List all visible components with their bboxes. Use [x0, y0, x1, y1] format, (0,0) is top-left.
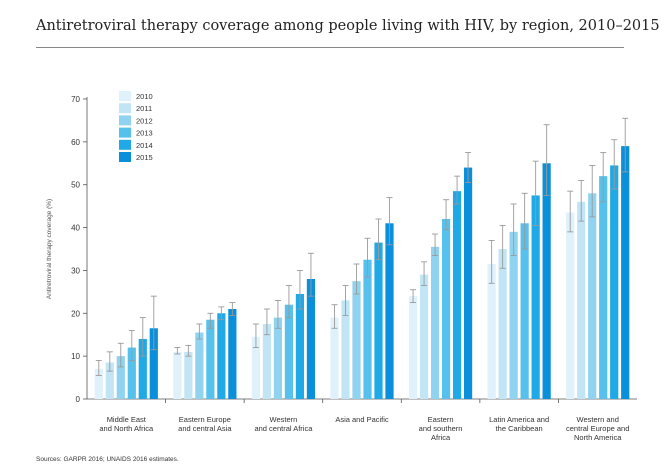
bar	[306, 279, 316, 399]
legend-entry: 2015	[136, 153, 153, 162]
bar	[127, 347, 136, 399]
bar	[385, 223, 394, 399]
bar	[138, 339, 147, 399]
legend-entry: 2012	[136, 116, 153, 125]
y-tick-label: 70	[71, 95, 80, 104]
legend-entry: 2014	[136, 141, 153, 150]
bar	[621, 146, 630, 399]
bar	[520, 223, 529, 399]
x-tick-label: Eastern Europe and central Asia	[178, 415, 232, 433]
bar	[498, 249, 507, 399]
x-tick-label: Latin America and the Caribbean	[489, 415, 549, 433]
bar	[173, 351, 182, 399]
bars	[94, 146, 630, 399]
bar	[363, 259, 372, 399]
bar	[566, 212, 575, 399]
y-tick-label: 60	[71, 138, 80, 147]
bar	[116, 356, 125, 399]
x-tick-label: Asia and Pacific	[335, 415, 389, 424]
y-tick-label: 40	[71, 224, 80, 233]
bar	[352, 281, 361, 399]
bar	[588, 193, 597, 399]
bar	[430, 246, 440, 399]
bar	[463, 167, 473, 399]
bar	[542, 163, 551, 399]
x-tick-label: Middle East and North Africa	[99, 415, 154, 433]
y-tick-label: 30	[71, 266, 80, 275]
bar	[341, 300, 350, 399]
legend-entry: 2010	[136, 92, 153, 101]
x-tick-label: Western and central Africa	[254, 415, 313, 433]
bar	[452, 191, 462, 399]
x-tick-label: Western and central Europe and North Ameri…	[566, 415, 629, 442]
bar	[273, 317, 283, 399]
bar	[206, 319, 215, 399]
legend-entry: 2013	[136, 129, 153, 138]
legend-swatch	[119, 115, 131, 126]
legend-swatch	[119, 127, 131, 138]
bar	[408, 296, 418, 399]
legend: 2010 2011 2012 2013 2014 2015	[119, 91, 153, 162]
y-tick-label: 20	[71, 309, 80, 318]
bar	[184, 351, 193, 399]
bar	[295, 294, 305, 399]
bar	[509, 231, 518, 399]
error-bars	[95, 117, 629, 376]
bar-chart: 0 10 20 30 40 50 60 70 Antiretroviral therapy co…	[46, 91, 637, 442]
x-tick-labels: Middle East and North Africa Eastern Europ…	[99, 415, 629, 442]
bar	[441, 219, 451, 399]
bar	[419, 274, 429, 399]
bar	[531, 195, 540, 399]
title-rule	[36, 47, 624, 48]
legend-swatch	[119, 91, 131, 101]
bar	[330, 317, 339, 399]
bar	[149, 328, 158, 399]
bar	[105, 362, 114, 399]
legend-entry: 2011	[136, 104, 152, 113]
bar	[262, 324, 272, 399]
y-axis-label: Antiretroviral therapy coverage (%)	[46, 199, 53, 299]
bar	[195, 332, 204, 399]
chart-title: Antiretroviral therapy coverage among pe…	[36, 18, 660, 34]
bar	[374, 242, 383, 399]
bar	[94, 369, 103, 399]
legend-swatch	[119, 139, 131, 150]
bar	[577, 201, 586, 399]
bar	[251, 336, 261, 399]
bar	[228, 309, 237, 399]
bar	[610, 165, 619, 399]
source-note: Sources: GARPR 2016; UNAIDS 2016 estimat…	[36, 456, 179, 463]
y-tick-label: 0	[76, 395, 81, 404]
legend-swatch	[119, 103, 131, 114]
legend-swatch	[119, 152, 131, 162]
y-tick-label: 50	[71, 181, 80, 190]
bar	[217, 313, 226, 399]
y-tick-label: 10	[71, 352, 80, 361]
bar	[487, 264, 496, 399]
bar	[284, 304, 294, 399]
x-tick-label: Eastern and southern Africa	[419, 415, 463, 442]
bar	[599, 176, 608, 399]
